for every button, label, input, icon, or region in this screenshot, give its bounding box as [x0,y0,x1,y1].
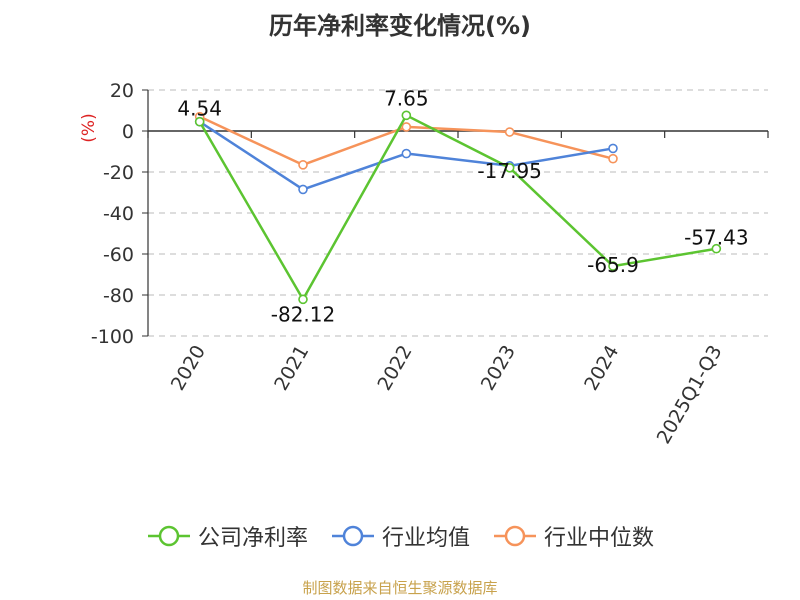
y-tick-label: 20 [110,80,134,102]
data-point-0[interactable] [608,261,618,271]
x-tick-label: 2023 [477,342,520,395]
legend: 公司净利率 行业均值 行业中位数 [0,520,800,552]
legend-item-company[interactable]: 公司净利率 [146,520,308,552]
source-note: 制图数据来自恒生聚源数据库 [302,579,498,597]
legend-label-company: 公司净利率 [197,526,308,551]
data-point-2[interactable] [608,153,618,164]
legend-item-industry-median[interactable]: 行业中位数 [492,520,654,552]
legend-item-industry-mean[interactable]: 行业均值 [330,520,470,552]
chart-title: 历年净利率变化情况(%) [269,12,531,40]
legend-label-industry-mean: 行业均值 [381,526,470,551]
data-point-1[interactable] [298,184,308,195]
x-tick-label: 2022 [373,342,416,395]
data-label: -82.12 [271,302,335,326]
data-point-0[interactable] [711,243,722,254]
legend-line-icon [147,525,190,547]
data-label: 4.54 [177,97,222,121]
data-point-0[interactable] [298,294,308,305]
data-label: -17.95 [477,159,541,183]
data-point-0[interactable] [194,116,205,127]
y-tick-label: -40 [103,203,134,225]
data-point-1[interactable] [608,143,618,154]
data-point-1[interactable] [401,148,412,159]
y-axis-label: (%) [79,113,99,142]
y-tick-label: -100 [91,326,134,348]
legend-line-icon [331,525,374,547]
y-tick-label: -60 [103,244,134,266]
data-point-2[interactable] [401,122,412,132]
data-point-0[interactable] [401,110,412,121]
data-point-2[interactable] [298,160,308,170]
data-label: 7.65 [384,86,429,110]
x-tick-label: 2025Q1-Q3 [653,342,727,448]
data-point-0[interactable] [504,162,515,173]
data-label: -57.43 [684,226,748,250]
y-tick-label: -80 [103,285,134,307]
data-point-2[interactable] [504,127,515,137]
y-tick-label: -20 [103,162,134,184]
series-line-0 [198,114,717,301]
x-tick-label: 2024 [580,342,623,395]
data-label: -65.9 [587,253,639,277]
legend-label-industry-median: 行业中位数 [544,526,655,551]
legend-line-icon [494,525,536,547]
x-tick-label: 2020 [167,342,210,395]
y-tick-label: 0 [122,121,134,143]
x-tick-label: 2021 [270,342,313,395]
